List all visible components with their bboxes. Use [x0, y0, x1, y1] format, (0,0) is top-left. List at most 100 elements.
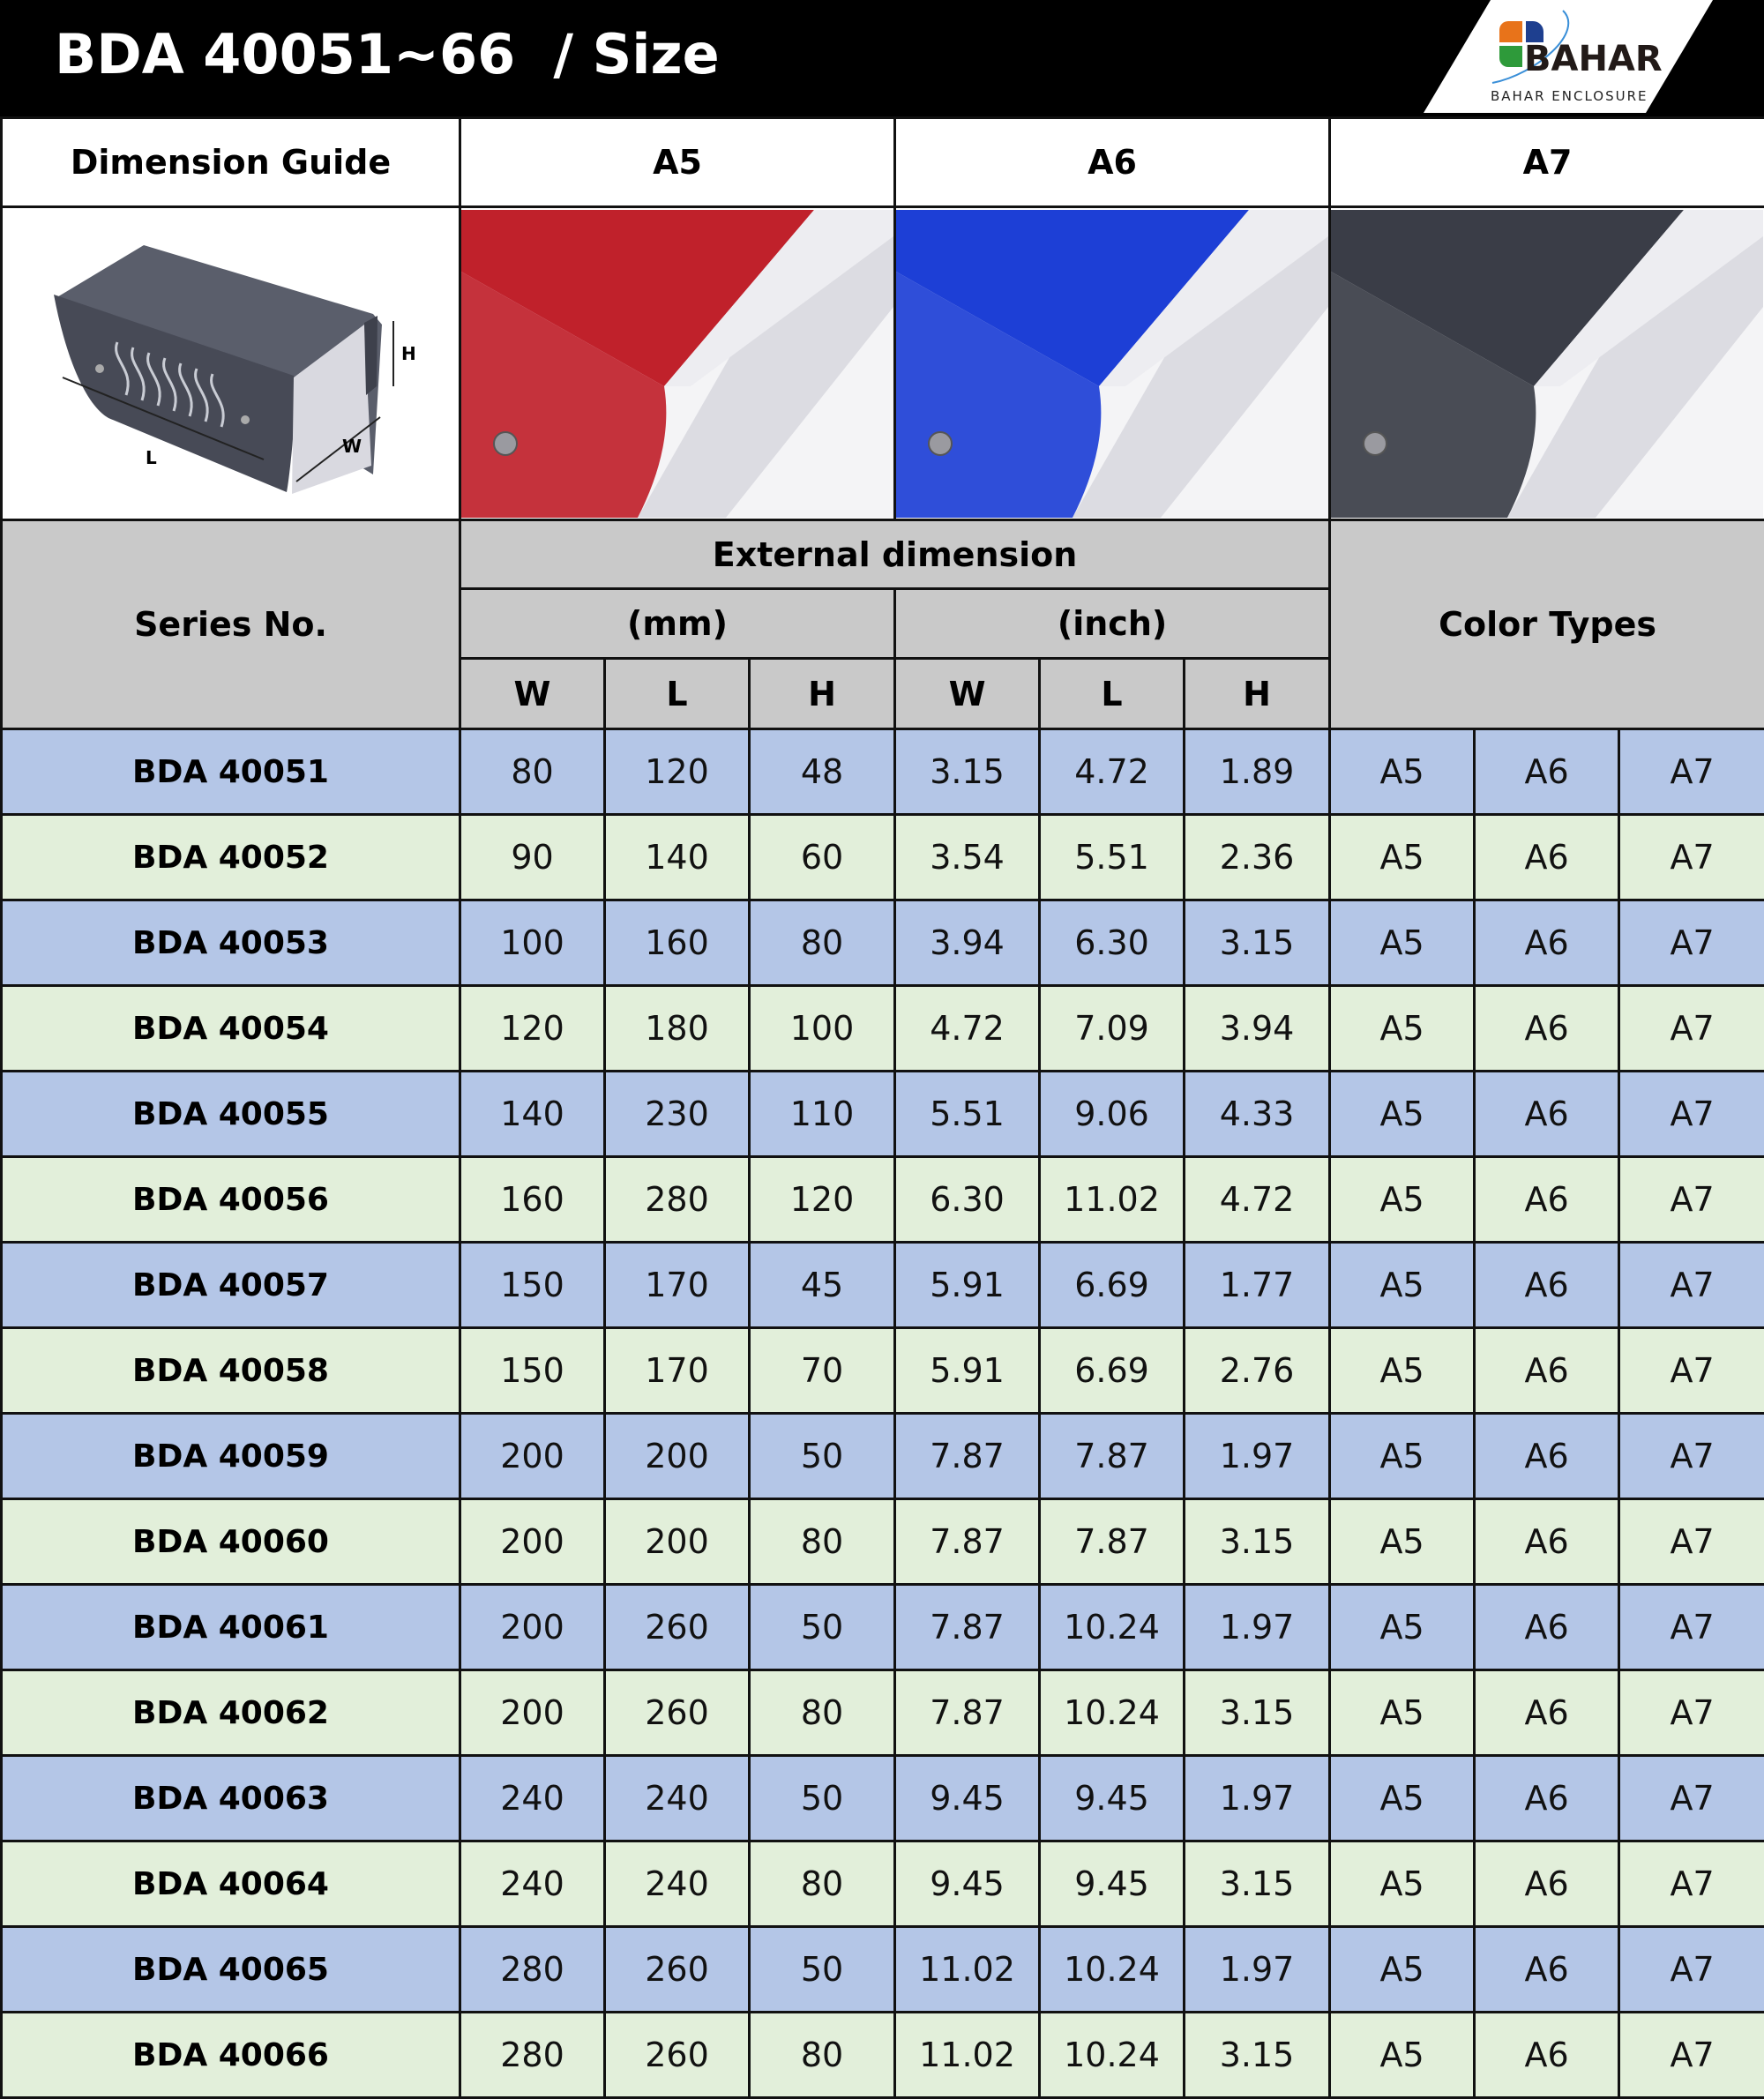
inch-w-cell: 9.45 [895, 1841, 1040, 1927]
inch-l-cell: 7.87 [1040, 1414, 1185, 1499]
color-type-cell: A5 [1330, 1414, 1475, 1499]
inch-l-cell: 7.09 [1040, 986, 1185, 1072]
series-no-cell: BDA 40061 [2, 1585, 460, 1670]
mm-h-cell: 80 [750, 1670, 895, 1756]
color-type-cell: A7 [1619, 2013, 1764, 2098]
color-type-cell: A7 [1619, 815, 1764, 900]
mm-w-cell: 280 [460, 1927, 605, 2013]
inch-w-cell: 3.94 [895, 900, 1040, 986]
mm-h-cell: 100 [750, 986, 895, 1072]
size-table: Dimension Guide A5 A6 A7 L [0, 116, 1764, 2099]
color-type-cell: A7 [1619, 1499, 1764, 1585]
inch-w-cell: 7.87 [895, 1499, 1040, 1585]
mm-l-cell: 240 [605, 1756, 750, 1841]
color-type-cell: A6 [1475, 1243, 1619, 1328]
mm-l-cell: 120 [605, 729, 750, 815]
mm-w-cell: 280 [460, 2013, 605, 2098]
sub-header-inch-h: H [1185, 659, 1330, 729]
inch-l-cell: 7.87 [1040, 1499, 1185, 1585]
inch-w-cell: 9.45 [895, 1756, 1040, 1841]
mm-l-cell: 180 [605, 986, 750, 1072]
mm-w-cell: 200 [460, 1414, 605, 1499]
series-no-cell: BDA 40062 [2, 1670, 460, 1756]
inch-h-cell: 1.97 [1185, 1585, 1330, 1670]
inch-l-cell: 9.45 [1040, 1756, 1185, 1841]
inch-l-cell: 9.06 [1040, 1072, 1185, 1157]
inch-h-cell: 3.15 [1185, 900, 1330, 986]
mm-h-cell: 48 [750, 729, 895, 815]
mm-w-cell: 200 [460, 1499, 605, 1585]
mm-h-cell: 80 [750, 2013, 895, 2098]
color-type-cell: A6 [1475, 1157, 1619, 1243]
inch-l-cell: 6.69 [1040, 1328, 1185, 1414]
mm-h-cell: 45 [750, 1243, 895, 1328]
unit-inch-header: (inch) [895, 589, 1330, 659]
inch-h-cell: 1.97 [1185, 1414, 1330, 1499]
mm-l-cell: 240 [605, 1841, 750, 1927]
inch-l-cell: 10.24 [1040, 1927, 1185, 2013]
mm-h-cell: 120 [750, 1157, 895, 1243]
mm-h-cell: 50 [750, 1414, 895, 1499]
mm-w-cell: 160 [460, 1157, 605, 1243]
inch-h-cell: 3.15 [1185, 2013, 1330, 2098]
series-no-cell: BDA 40063 [2, 1756, 460, 1841]
inch-l-cell: 6.69 [1040, 1243, 1185, 1328]
color-type-cell: A6 [1475, 986, 1619, 1072]
mm-w-cell: 90 [460, 815, 605, 900]
enclosure-color-photo [461, 210, 893, 518]
color-header-a7: A7 [1330, 118, 1764, 207]
color-type-cell: A7 [1619, 900, 1764, 986]
color-type-cell: A7 [1619, 1243, 1764, 1328]
inch-h-cell: 1.77 [1185, 1243, 1330, 1328]
color-type-cell: A6 [1475, 900, 1619, 986]
inch-h-cell: 1.89 [1185, 729, 1330, 815]
dimension-guide-image: L W H [2, 207, 460, 520]
color-type-cell: A7 [1619, 1072, 1764, 1157]
mm-l-cell: 170 [605, 1243, 750, 1328]
color-header-a6: A6 [895, 118, 1330, 207]
color-type-cell: A5 [1330, 1670, 1475, 1756]
color-swatch-a6 [895, 207, 1330, 520]
mm-w-cell: 240 [460, 1756, 605, 1841]
inch-h-cell: 1.97 [1185, 1927, 1330, 2013]
inch-l-cell: 4.72 [1040, 729, 1185, 815]
color-type-cell: A5 [1330, 1157, 1475, 1243]
color-type-cell: A5 [1330, 986, 1475, 1072]
inch-w-cell: 5.91 [895, 1328, 1040, 1414]
inch-h-cell: 3.15 [1185, 1499, 1330, 1585]
inch-w-cell: 3.15 [895, 729, 1040, 815]
color-type-cell: A5 [1330, 1243, 1475, 1328]
width-label: W [342, 436, 362, 457]
color-type-cell: A7 [1619, 1328, 1764, 1414]
inch-l-cell: 10.24 [1040, 2013, 1185, 2098]
inch-w-cell: 7.87 [895, 1670, 1040, 1756]
color-type-cell: A5 [1330, 815, 1475, 900]
color-type-cell: A7 [1619, 729, 1764, 815]
inch-w-cell: 3.54 [895, 815, 1040, 900]
color-header-a5: A5 [460, 118, 895, 207]
external-dimension-header: External dimension [460, 520, 1330, 589]
color-type-cell: A6 [1475, 1927, 1619, 2013]
series-no-cell: BDA 40057 [2, 1243, 460, 1328]
inch-h-cell: 3.15 [1185, 1670, 1330, 1756]
color-type-cell: A5 [1330, 1072, 1475, 1157]
sub-header-inch-l: L [1040, 659, 1185, 729]
mm-l-cell: 140 [605, 815, 750, 900]
series-no-cell: BDA 40054 [2, 986, 460, 1072]
series-no-cell: BDA 40052 [2, 815, 460, 900]
inch-w-cell: 4.72 [895, 986, 1040, 1072]
color-type-cell: A5 [1330, 1756, 1475, 1841]
color-type-cell: A5 [1330, 900, 1475, 986]
color-type-cell: A6 [1475, 1585, 1619, 1670]
color-swatch-a5 [460, 207, 895, 520]
mm-w-cell: 150 [460, 1243, 605, 1328]
color-swatch-a7 [1330, 207, 1764, 520]
mm-w-cell: 200 [460, 1670, 605, 1756]
